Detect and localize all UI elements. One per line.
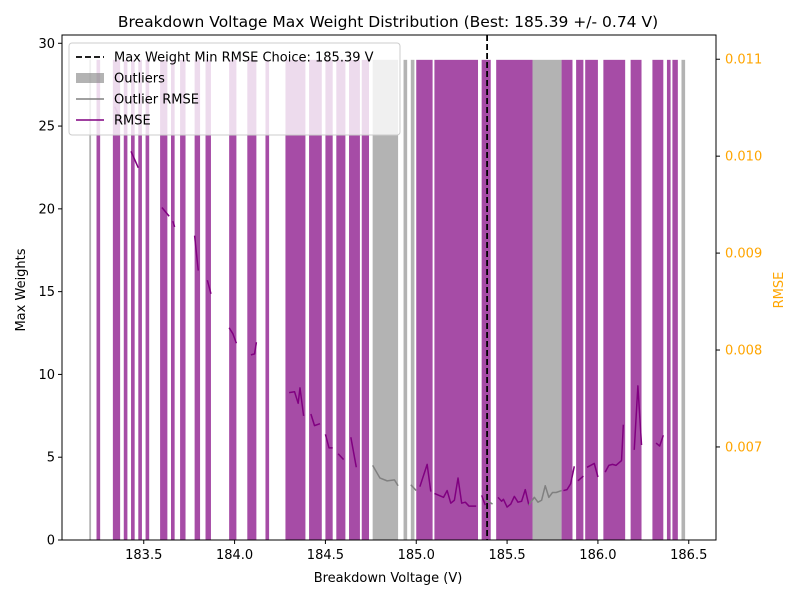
weight-bar [630, 59, 642, 541]
rmse-line [172, 220, 176, 228]
weight-bar [180, 59, 186, 541]
rmse-line [193, 235, 199, 271]
y-tick-label: 30 [38, 37, 55, 52]
weight-bar [145, 59, 150, 541]
weight-bar [325, 59, 333, 541]
weight-bar [576, 59, 584, 541]
outlier-bar [532, 59, 562, 541]
legend-label: Outliers [114, 72, 165, 87]
rmse-line [288, 387, 305, 417]
outlier-bar [89, 59, 92, 541]
outlier-rmse-line [410, 484, 417, 492]
x-tick-label: 185.0 [398, 548, 435, 563]
plot-area [89, 35, 686, 541]
weight-bar [229, 59, 237, 541]
y-tick-label: 0 [47, 534, 55, 549]
rmse-line [337, 453, 345, 461]
y-axis-title: Max Weights [14, 248, 29, 331]
weight-bar [481, 59, 491, 541]
x-tick-label: 184.5 [307, 548, 344, 563]
weight-bar [138, 59, 142, 541]
y-tick-label: 25 [38, 120, 55, 135]
outlier-rmse-line [528, 484, 562, 506]
rmse-line [434, 477, 477, 507]
legend-label: RMSE [114, 114, 151, 129]
weight-bar [123, 59, 128, 541]
rmse-line [419, 463, 432, 492]
y-tick-label: 20 [38, 202, 55, 217]
rmse-line [586, 462, 599, 478]
x-axis-title: Breakdown Voltage (V) [314, 571, 463, 586]
legend: Max Weight Min RMSE Choice: 185.39 V Outl… [68, 42, 401, 136]
outlier-rmse-line [372, 464, 399, 487]
weight-bar [171, 59, 175, 541]
weight-bar [336, 59, 346, 541]
y-tick-label: 5 [47, 451, 55, 466]
weight-bar [160, 59, 168, 541]
weight-bar [666, 59, 671, 541]
rmse-line [130, 151, 139, 169]
y2-tick-label: 0.007 [725, 440, 762, 455]
weight-bar [285, 59, 306, 541]
weight-bar [361, 59, 370, 541]
weight-bar [349, 59, 360, 541]
weight-bar [561, 59, 573, 541]
weight-bar [652, 59, 664, 541]
y2-tick-label: 0.010 [725, 150, 762, 165]
outlier-bar [681, 59, 686, 541]
rmse-line [655, 435, 665, 447]
y-tick-label: 10 [38, 368, 55, 383]
rmse-line [350, 437, 358, 468]
y2-tick-label: 0.011 [725, 53, 762, 68]
x-tick-label: 183.5 [125, 548, 162, 563]
weight-bar [194, 59, 201, 541]
weight-bar [96, 59, 101, 541]
x-tick-label: 186.0 [579, 548, 616, 563]
x-tick-label: 184.0 [216, 548, 253, 563]
rmse-line [633, 385, 643, 450]
weight-bar [603, 59, 626, 541]
rmse-line [497, 488, 530, 508]
outlier-bar [410, 59, 415, 541]
rmse-line [206, 280, 212, 294]
weight-bar [265, 59, 270, 541]
chart-title: Breakdown Voltage Max Weight Distributio… [118, 13, 658, 31]
weight-bar [247, 59, 257, 541]
outlier-bar [372, 59, 399, 541]
legend-box [68, 42, 401, 136]
rmse-line [324, 434, 333, 449]
rmse-line [563, 466, 576, 492]
weight-bar [434, 59, 479, 541]
rmse-line [161, 207, 170, 217]
weight-bar [112, 59, 121, 541]
x-tick-label: 186.5 [670, 548, 707, 563]
weight-bar [585, 59, 598, 541]
outlier-rmse-line [484, 498, 493, 505]
y2-axis-title: RMSE [772, 272, 787, 309]
outlier-bar [403, 59, 408, 541]
x-tick-label: 185.5 [488, 548, 525, 563]
y2-tick-label: 0.008 [725, 344, 762, 359]
weight-bar [205, 59, 211, 541]
rmse-line [310, 413, 321, 427]
y-tick-label: 15 [38, 285, 55, 300]
weight-bar [416, 59, 433, 541]
rmse-line [577, 475, 584, 482]
weight-bar [496, 59, 533, 541]
axes: 183.5 184.0 184.5 185.0 185.5 186.0 186.5 0 5 10 1… [38, 34, 762, 563]
rmse-line [228, 327, 238, 344]
weight-bar [672, 59, 678, 541]
legend-label: Outlier RMSE [114, 93, 199, 108]
weight-bar [131, 59, 135, 541]
rmse-line [250, 342, 258, 356]
rmse-line [604, 424, 625, 473]
legend-label: Max Weight Min RMSE Choice: 185.39 V [114, 51, 374, 66]
rmse-line [480, 495, 486, 506]
axes-frame [61, 34, 717, 541]
y2-tick-label: 0.009 [725, 247, 762, 262]
legend-handle-outliers [76, 73, 104, 83]
